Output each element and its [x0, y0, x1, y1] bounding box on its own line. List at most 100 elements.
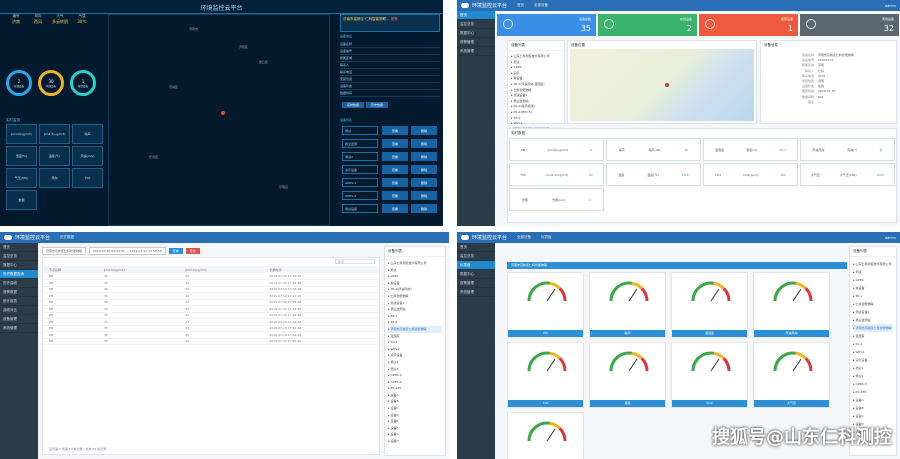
realtime-cell[interactable]: TSP pm2.5(ug/m3) 24 [509, 163, 604, 186]
tree-node[interactable]: ▸ 扬尘监测站 [853, 318, 871, 322]
view-button[interactable]: 查看 [382, 204, 408, 213]
realtime-cell[interactable]: CO2 CO2(ppm) 400 [703, 163, 798, 186]
gauge-card[interactable]: TSP [507, 342, 584, 408]
tree-node[interactable]: ▸ 扬尘2 [388, 366, 399, 371]
table-row[interactable]: PM 35 24 2019-07-10 17:49:26 [43, 279, 379, 287]
dark-map[interactable]: 济南市 章丘区 济阳区 历城区 长清区 平阴县 [108, 14, 330, 226]
delete-button[interactable]: 删除 [411, 165, 437, 174]
tree-node[interactable]: ▸ 测试设备1 [388, 300, 405, 305]
realtime-cell[interactable]: 温湿度 湿度(%) 58.1 [703, 138, 798, 161]
export-button[interactable]: 导出 [185, 247, 200, 254]
view-button[interactable]: 查看 [382, 178, 408, 187]
tree-node[interactable]: ▸ 扬尘1 [853, 366, 864, 370]
tab-all-devices[interactable]: 全部设备 [534, 3, 549, 7]
tree-node[interactable]: ▸ 测试设备1 [853, 310, 870, 314]
search-input[interactable]: 搜索 [335, 259, 375, 264]
tree-node[interactable]: ▸ GPRS [388, 274, 399, 279]
tab-gauges[interactable]: 仪表盘 [541, 235, 552, 239]
sidebar-item[interactable]: 报警管理 [457, 38, 495, 47]
tree-node[interactable]: ▸ 测试 [511, 59, 520, 64]
stat-tile[interactable]: 离线设备 32 [800, 14, 899, 36]
realtime-cell[interactable]: 风速风向 风向(°) 北 [800, 138, 895, 161]
tree-node[interactable]: ▸ 5G-1 [511, 115, 521, 120]
realtime-cell[interactable]: 噪声 噪声(dB) 45 [606, 138, 701, 161]
sidebar-item[interactable]: 历史曲线 [0, 279, 38, 288]
sidebar-item[interactable]: 监控总览 [457, 252, 495, 261]
gauge-card[interactable]: 温度 [589, 342, 666, 408]
sidebar-item[interactable]: 统计报表 [0, 297, 38, 306]
delete-button[interactable]: 删除 [411, 178, 437, 187]
realtime-cell[interactable]: 光照 光照(lux) 0 [509, 188, 604, 211]
tree-node[interactable]: ▸ 济南市高新区仁科智能物联 [853, 324, 893, 332]
gauge-card[interactable]: 噪声 [589, 272, 666, 338]
tree-node[interactable]: ▸ 温湿度 [388, 333, 400, 338]
tab-home[interactable]: 首页 [517, 3, 525, 7]
sidebar-item[interactable]: 系统管理 [457, 288, 495, 297]
gauge-card[interactable]: 光照 [507, 412, 584, 459]
tree-node[interactable]: ▸ RS-1(噪声检测) [511, 104, 535, 109]
sidebar-item[interactable]: 历史数据查询 [0, 270, 38, 279]
column-header[interactable]: 记录时间 [263, 266, 379, 273]
tree-node[interactable]: ▸ 新设备 [853, 286, 865, 290]
tree-node[interactable]: ▸ 仁科智能物联 [511, 87, 532, 92]
sidebar-item[interactable]: 系统管理 [0, 324, 38, 333]
tree-node[interactable]: ▸ GPRS-3 [853, 382, 867, 386]
sidebar-item[interactable]: 曲线对比 [0, 306, 38, 315]
sidebar-item[interactable]: 系统管理 [457, 47, 495, 56]
tree-node[interactable]: ▸ 山东仁科测控技术有限公司 [853, 262, 892, 266]
tree-node[interactable]: ▸ 仁科智能物联 [388, 293, 409, 298]
device-list-item[interactable]: GPRS-1 [342, 178, 378, 187]
sidebar-item[interactable]: 首页 [457, 11, 495, 20]
table-row[interactable]: PM 35 24 2019-07-10 17:46:26 [43, 299, 379, 306]
gauge-card[interactable]: 温湿度 [671, 272, 748, 338]
tree-node[interactable]: ▸ 济南市高新区仁科智能物联 [388, 325, 442, 333]
tree-node[interactable]: ▸ GPRS-3 [388, 373, 402, 378]
tree-node[interactable]: ▸ 演示 [511, 70, 520, 75]
tree-node[interactable]: ▸ 扬尘1 [388, 359, 399, 364]
delete-button[interactable]: 删除 [411, 152, 437, 161]
tree-node[interactable]: ▸ 测试 [388, 267, 397, 272]
sidebar-item[interactable]: 监控总览 [457, 20, 495, 29]
tree-node[interactable]: ▸ 扬尘监测站 [388, 307, 406, 312]
device-list-item[interactable]: 测试2 [342, 152, 378, 161]
tree-node[interactable]: ▸ 设备D [853, 422, 864, 426]
table-row[interactable]: PM 36 25 2019-07-10 17:41:26 [43, 331, 379, 339]
tab-history[interactable]: 历史数据 [60, 235, 75, 239]
tree-node[interactable]: ▸ 5G-1 [388, 340, 398, 345]
stat-tile[interactable]: 在线设备 2 [598, 14, 697, 36]
stat-tile[interactable]: 设备总数 35 [497, 14, 596, 36]
user-menu[interactable]: admin [885, 235, 896, 240]
column-header[interactable]: pm2.5(ug/m3) [179, 266, 264, 273]
sidebar-item[interactable]: 首页 [0, 243, 38, 252]
tree-node[interactable]: ▸ 测试 [853, 270, 862, 274]
device-map[interactable]: 设备位置 [567, 40, 757, 124]
table-row[interactable]: PM 35 24 2019-07-10 17:44:26 [43, 312, 379, 319]
tree-node[interactable]: ▸ 山东仁科测控技术有限公司 [388, 261, 427, 265]
tree-node[interactable]: ▸ 仁科智能物联 [853, 302, 874, 306]
table-row[interactable]: PM 36 24 2019-07-10 17:47:26 [43, 292, 379, 300]
realtime-cell[interactable]: PM pm10(ug/m3) 0 [509, 138, 604, 161]
tree-node[interactable]: ▸ 5G-1 [853, 342, 863, 346]
tree-node[interactable]: ▸ 测试设备1 [511, 93, 528, 98]
sidebar-item[interactable]: 报警数据 [0, 288, 38, 297]
tree-node[interactable]: ▸ RS-485 [853, 390, 867, 394]
tree-node[interactable]: ▸ GPRS [511, 65, 522, 70]
tree-node[interactable]: ▸ 设备B [388, 399, 399, 404]
table-row[interactable]: PM 35 24 2019-07-10 17:50:26 [43, 273, 379, 280]
view-button[interactable]: 查看 [382, 165, 408, 174]
sidebar-item[interactable]: 数据中心 [0, 261, 38, 270]
tree-node[interactable]: ▸ WiFi-1 [853, 350, 865, 354]
tree-node[interactable]: ▸ RS-485 [388, 386, 402, 391]
tree-node[interactable]: ▸ 设备D [388, 412, 399, 417]
map-area[interactable] [570, 49, 754, 121]
view-button[interactable]: 查看 [382, 191, 408, 200]
tree-node[interactable]: ▸ 设备B [853, 406, 864, 410]
tree-node[interactable]: ▸ 设备A [853, 398, 864, 402]
sidebar-item[interactable]: 数据中心 [457, 29, 495, 38]
table-row[interactable]: PM 36 25 2019-07-10 17:48:26 [43, 286, 379, 293]
device-list-item[interactable]: 测试设备 [342, 204, 378, 213]
tree-node[interactable]: ▸ TR-1 [853, 294, 863, 298]
gauge-card[interactable]: PM [507, 272, 584, 338]
device-list-item[interactable]: 扬尘监测 [342, 139, 378, 148]
table-row[interactable]: PM 35 23 2019-07-10 17:45:26 [43, 305, 379, 313]
